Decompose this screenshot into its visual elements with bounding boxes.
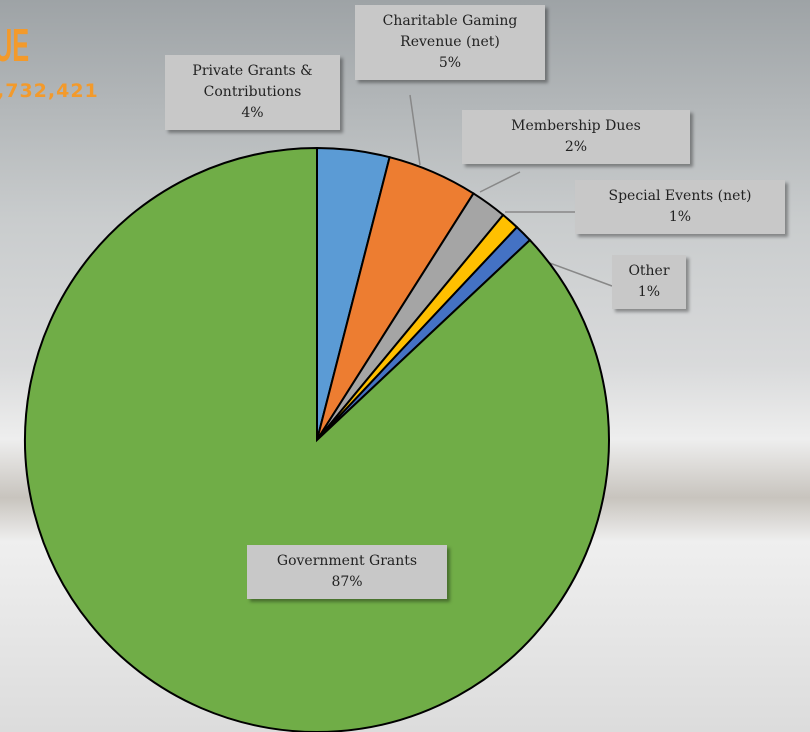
value-label: 5% [363,53,537,74]
value-label: 87% [255,572,439,593]
value-label: 1% [620,282,678,303]
category-label: Private Grants & Contributions [173,61,332,103]
category-label: Special Events (net) [583,186,777,207]
slice-label: Special Events (net)1% [575,180,785,234]
slice-label: Charitable Gaming Revenue (net)5% [355,5,545,80]
title: UE [0,18,29,72]
total: ,732,421 [0,80,99,102]
value-label: 4% [173,103,332,124]
category-label: Other [620,261,678,282]
screen: UE ,732,421 Private Grants & Contributio… [0,0,810,732]
value-label: 2% [470,137,682,158]
category-label: Membership Dues [470,116,682,137]
value-label: 1% [583,207,777,228]
category-label: Government Grants [255,551,439,572]
category-label: Charitable Gaming Revenue (net) [363,11,537,53]
